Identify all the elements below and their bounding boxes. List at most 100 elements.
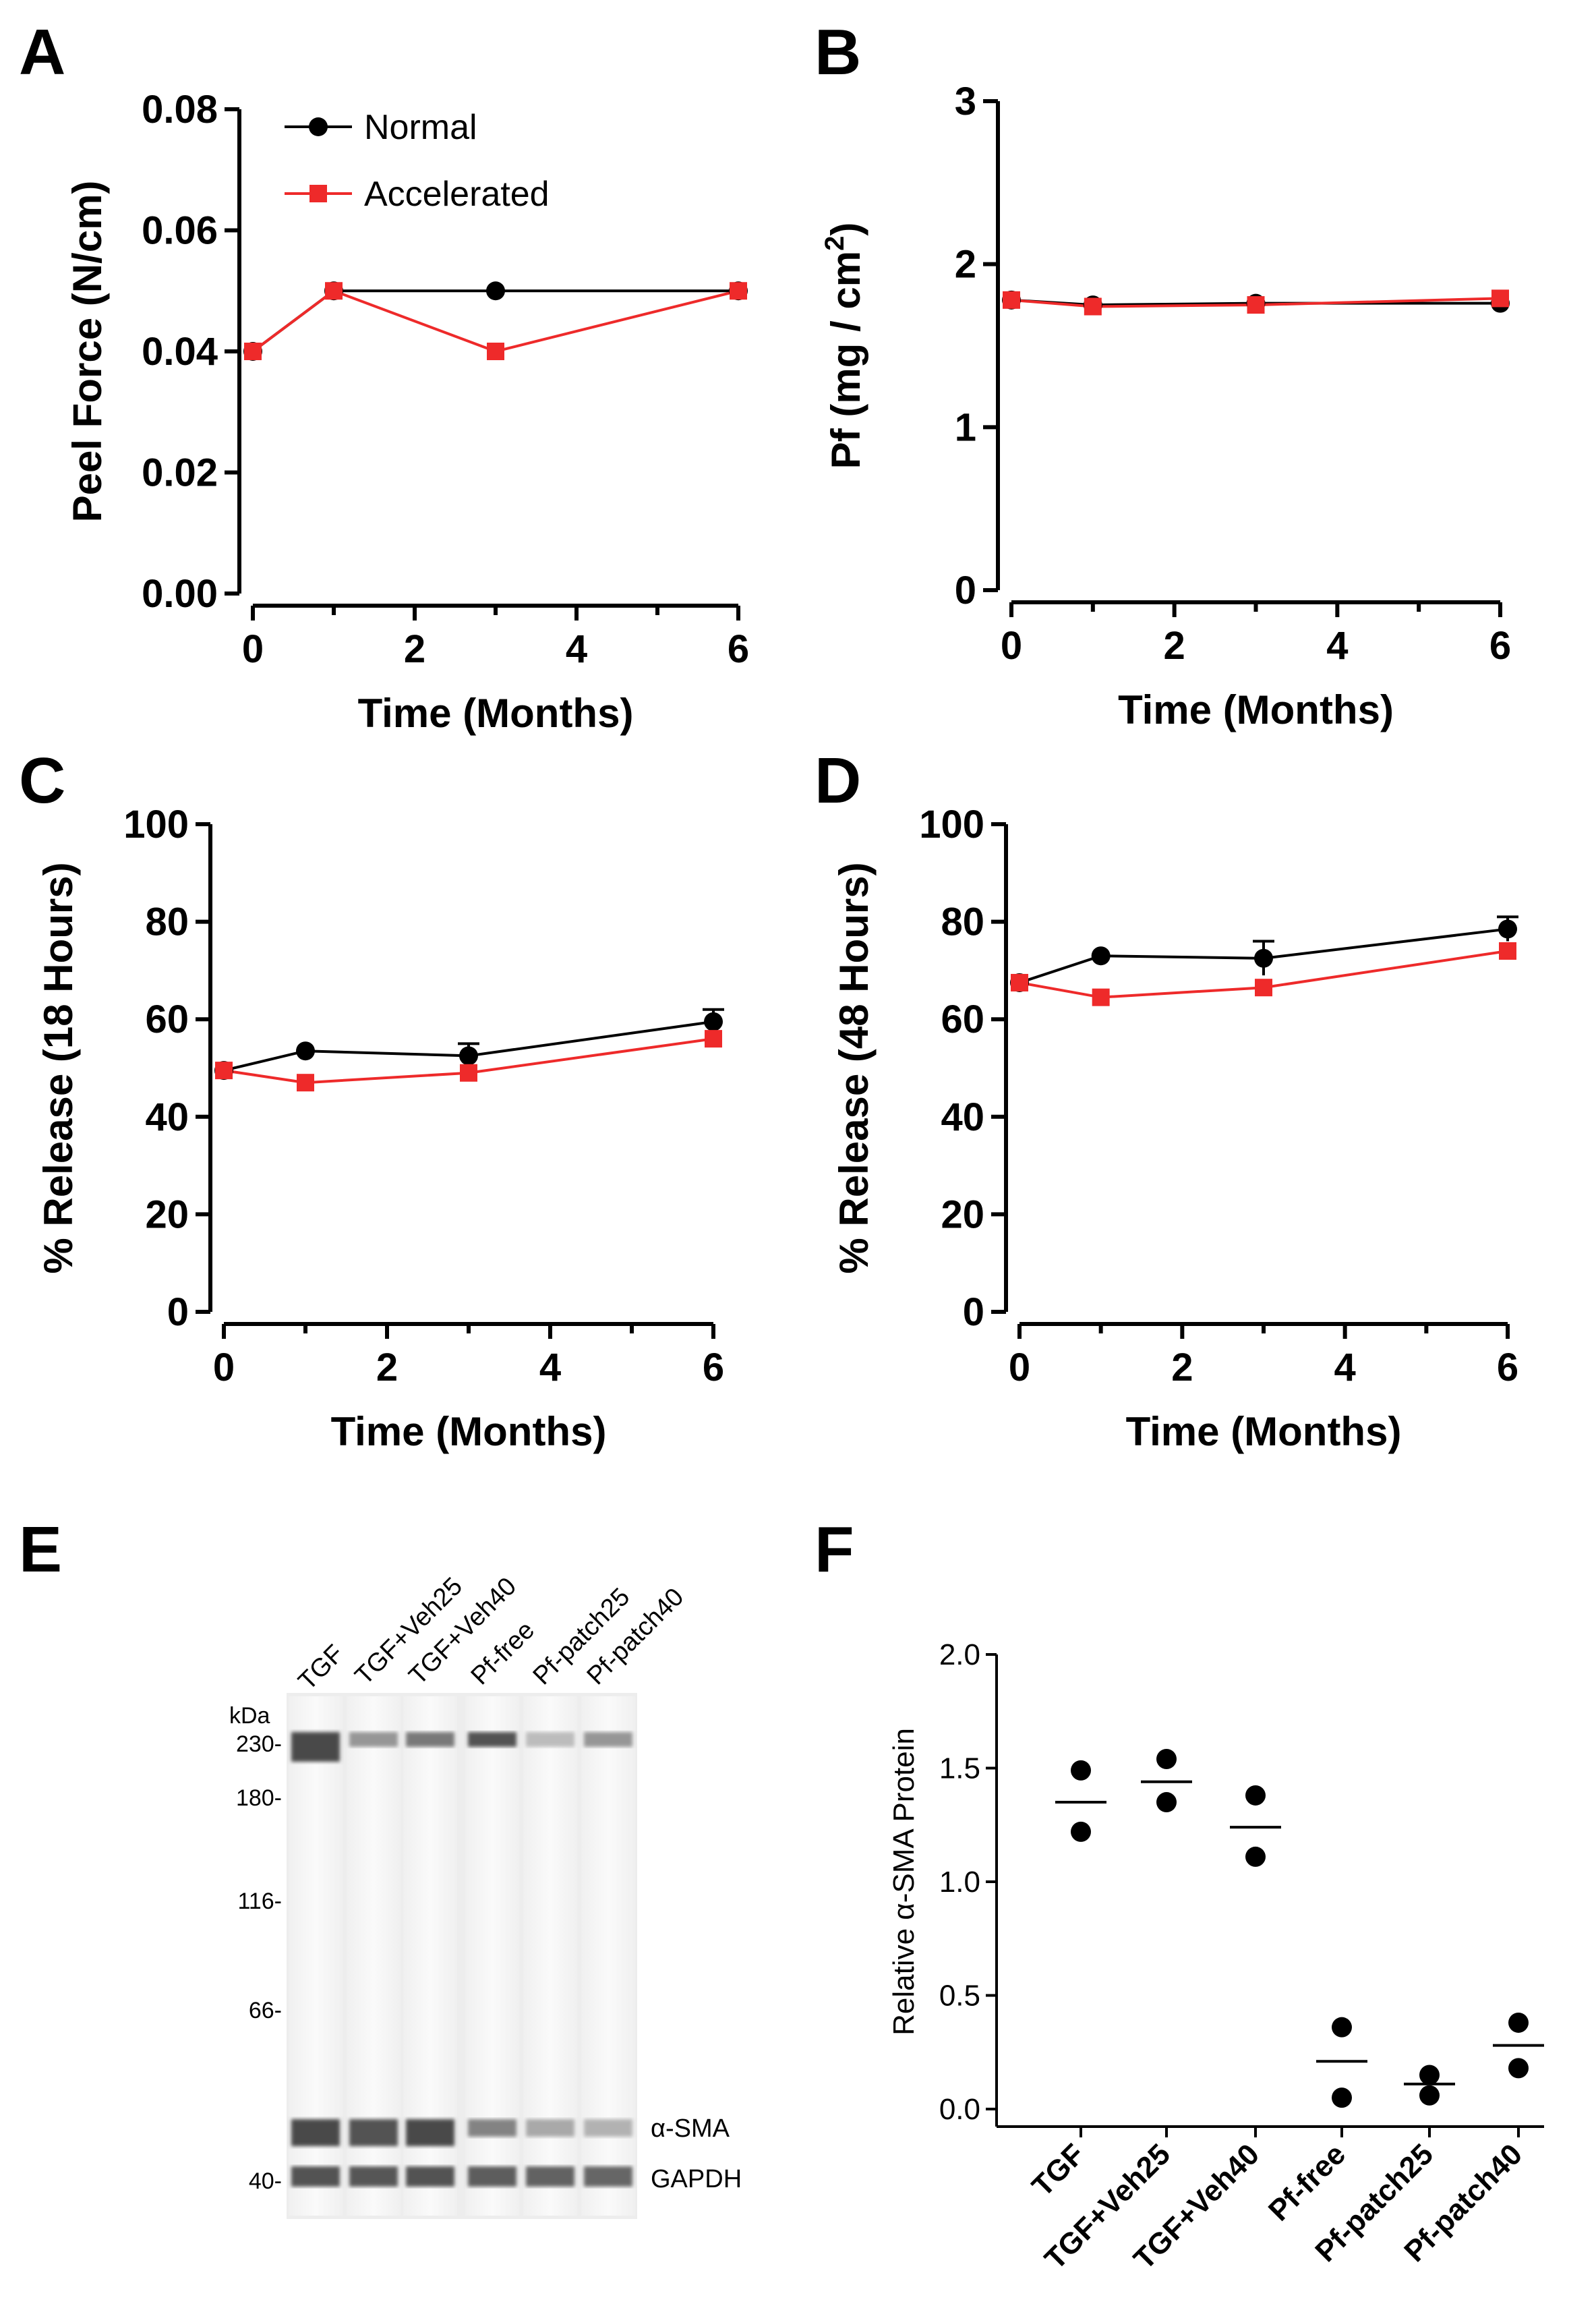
- y-tick-label: 0.0: [939, 2093, 980, 2126]
- blot-band-asma: [468, 2119, 516, 2137]
- y-tick-label: 40: [941, 1095, 984, 1139]
- x-axis-label: Time (Months): [331, 1409, 607, 1454]
- data-point-accelerated: [460, 1064, 477, 1082]
- series-line-normal: [1019, 927, 1508, 984]
- x-tick-label: 2: [376, 1346, 398, 1389]
- y-tick-label: 80: [145, 900, 189, 944]
- blot-band-230: [406, 1732, 454, 1747]
- data-point-accelerated: [705, 1030, 722, 1048]
- blot-band-gapdh: [406, 2166, 454, 2187]
- data-point-normal: [459, 1046, 478, 1066]
- y-axis-label: Relative α-SMA Protein: [887, 1728, 920, 2036]
- x-tick-label: 6: [728, 627, 749, 671]
- legend-label-accelerated: Accelerated: [364, 175, 550, 214]
- band-label-asma: α-SMA: [651, 2114, 730, 2143]
- band-label-gapdh: GAPDH: [651, 2165, 742, 2193]
- data-point: [1332, 2017, 1352, 2038]
- marker-180: 180-: [236, 1785, 282, 1811]
- x-tick-label: 6: [703, 1346, 724, 1389]
- data-point: [1419, 2065, 1440, 2085]
- data-point: [1508, 2058, 1529, 2079]
- legend-label-normal: Normal: [364, 108, 477, 147]
- y-tick-label: 0: [167, 1290, 189, 1334]
- x-tick-label: 6: [1489, 624, 1511, 668]
- y-tick-label: 80: [941, 900, 984, 944]
- blot-lane: [465, 1696, 519, 2216]
- y-axis-label-close: ): [823, 223, 868, 236]
- data-point-normal: [486, 281, 505, 301]
- x-tick-label: 0: [242, 627, 264, 671]
- panel-label-d: D: [815, 745, 861, 817]
- blot-band-asma: [406, 2119, 454, 2146]
- x-tick-label: 4: [1326, 624, 1348, 668]
- series-line-normal: [223, 1020, 714, 1072]
- data-point-accelerated: [1003, 291, 1020, 309]
- panel-label-a: A: [19, 16, 65, 88]
- data-point: [1071, 1821, 1091, 1842]
- data-point: [1071, 1760, 1091, 1781]
- blot-band-asma: [526, 2119, 574, 2137]
- data-point-accelerated: [487, 343, 504, 360]
- y-axis-label: % Release (48 Hours): [831, 862, 877, 1273]
- x-tick-label: 0: [213, 1346, 235, 1389]
- data-point-accelerated: [1084, 297, 1102, 316]
- data-point: [1156, 1749, 1177, 1770]
- data-point-accelerated: [1491, 289, 1509, 308]
- panel-label-e: E: [19, 1514, 62, 1586]
- data-point-accelerated: [244, 343, 262, 360]
- x-axis-label: Time (Months): [1126, 1409, 1402, 1454]
- data-point: [1156, 1792, 1177, 1813]
- y-tick-label: 40: [145, 1095, 189, 1139]
- y-tick-label: 0: [955, 569, 976, 612]
- series-line-accelerated: [223, 1037, 714, 1085]
- blot-band-230: [468, 1732, 516, 1747]
- y-tick-label: 20: [145, 1192, 189, 1236]
- blot-band-gapdh: [526, 2166, 574, 2187]
- x-tick-label: 0: [1001, 624, 1022, 668]
- x-tick-label: 4: [1334, 1346, 1356, 1389]
- x-tick-label: 2: [404, 627, 425, 671]
- data-point: [1245, 1846, 1266, 1867]
- marker-116: 116-: [237, 1889, 282, 1914]
- y-tick-label: 1: [955, 405, 976, 449]
- y-tick-label: 1.5: [939, 1752, 980, 1785]
- data-point-normal: [1091, 946, 1111, 966]
- blot-band-asma: [349, 2119, 398, 2146]
- marker-230: 230-: [236, 1731, 282, 1757]
- y-tick-label: 0: [963, 1290, 984, 1334]
- series-line-accelerated: [252, 289, 739, 353]
- kda-label: kDa: [229, 1703, 270, 1729]
- blot-band-230: [349, 1732, 398, 1747]
- y-tick-label: 60: [145, 998, 189, 1041]
- blot-band-230: [291, 1732, 340, 1762]
- blot-band-gapdh: [291, 2166, 340, 2187]
- y-tick-label: 2.0: [939, 1638, 980, 1671]
- data-point-accelerated: [1255, 979, 1272, 997]
- data-point-accelerated: [215, 1062, 233, 1080]
- data-point-accelerated: [325, 282, 343, 300]
- data-point-normal: [704, 1012, 723, 1031]
- y-tick-label: 0.02: [142, 451, 218, 495]
- chart-peel-force: 0.00 0.02 0.04 0.06 0.08 0 2 4 6 Time (Months) Pee…: [65, 88, 749, 736]
- y-tick-label: 0.06: [142, 209, 218, 253]
- y-tick-label: 2: [955, 243, 976, 287]
- y-tick-label: 100: [123, 803, 189, 846]
- legend: Normal Accelerated: [285, 108, 550, 214]
- series-line-accelerated: [1011, 297, 1501, 308]
- data-point: [1508, 2012, 1529, 2033]
- x-tick-label: 4: [539, 1346, 561, 1389]
- y-tick-label: 100: [919, 803, 984, 846]
- data-point-accelerated: [1499, 942, 1516, 960]
- data-point-normal: [1498, 919, 1517, 939]
- blot-band-gapdh: [349, 2166, 398, 2187]
- y-axis-label: % Release (18 Hours): [36, 862, 81, 1273]
- data-point-accelerated: [1011, 973, 1028, 991]
- data-point-accelerated: [1247, 296, 1265, 314]
- data-point: [1332, 2087, 1352, 2108]
- blot-band-asma: [291, 2119, 340, 2146]
- data-point: [1419, 2085, 1440, 2106]
- marker-40: 40-: [249, 2168, 282, 2194]
- x-tick-label: 4: [566, 627, 587, 671]
- chart-release-18h: 0 20 40 60 80 100 0 2 4 6 Time (Months) % Release (…: [36, 803, 724, 1454]
